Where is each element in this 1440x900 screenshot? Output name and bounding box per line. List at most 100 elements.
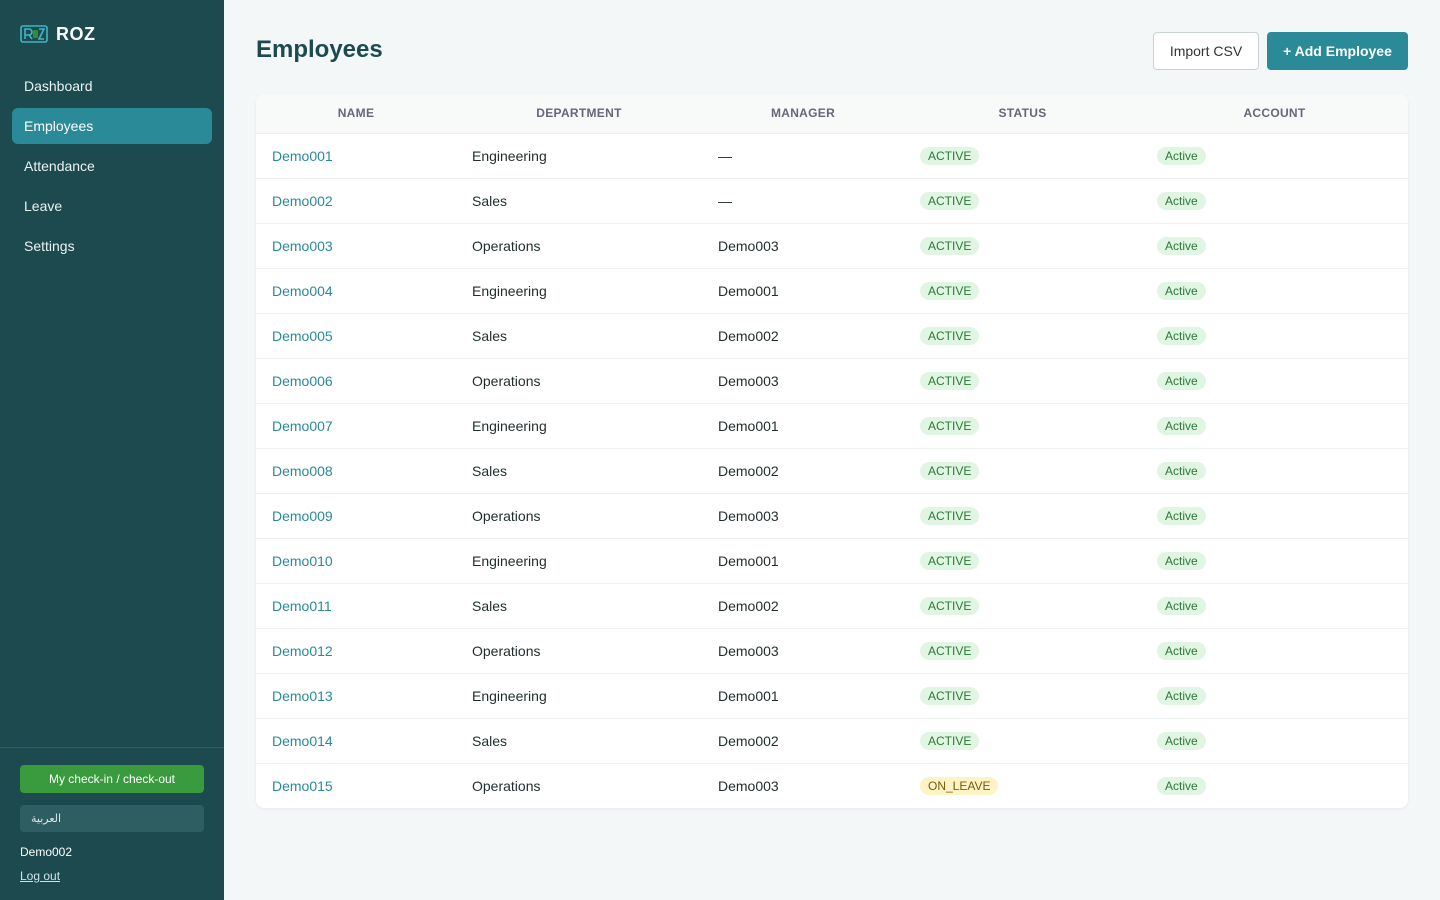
status-badge: ACTIVE: [920, 371, 980, 390]
employee-name-link[interactable]: Demo006: [272, 372, 333, 389]
employee-name-link[interactable]: Demo002: [272, 192, 333, 209]
employee-department: Sales: [472, 732, 508, 749]
cell-name: Demo003: [256, 222, 456, 268]
column-header-status[interactable]: STATUS: [904, 94, 1141, 133]
employee-name-link[interactable]: Demo007: [272, 417, 333, 434]
status-badge: ACTIVE: [920, 281, 980, 300]
cell-name: Demo013: [256, 672, 456, 718]
employee-name-link[interactable]: Demo011: [272, 597, 332, 614]
cell-status: ACTIVE: [904, 582, 1141, 628]
employee-name-link[interactable]: Demo015: [272, 777, 333, 794]
cell-status: ON_LEAVE: [904, 762, 1141, 808]
employee-name-link[interactable]: Demo005: [272, 327, 333, 344]
import-csv-button[interactable]: Import CSV: [1153, 32, 1259, 70]
account-badge: Active: [1157, 236, 1206, 255]
column-header-department[interactable]: DEPARTMENT: [456, 94, 702, 133]
brand[interactable]: ROZ: [20, 22, 96, 46]
cell-status: ACTIVE: [904, 447, 1141, 493]
sidebar-item-employees[interactable]: Employees: [12, 108, 212, 144]
table-row[interactable]: Demo007 Engineering Demo001 ACTIVE Active: [256, 402, 1408, 448]
cell-manager: Demo002: [702, 582, 904, 628]
table-row[interactable]: Demo005 Sales Demo002 ACTIVE Active: [256, 312, 1408, 358]
sidebar: ROZ Dashboard Employees Attendance Leave…: [0, 0, 224, 900]
account-badge: Active: [1157, 146, 1206, 165]
cell-account: Active: [1141, 537, 1408, 583]
employee-name-link[interactable]: Demo001: [272, 147, 333, 164]
employee-name-link[interactable]: Demo009: [272, 507, 333, 524]
table-row[interactable]: Demo001 Engineering — ACTIVE Active: [256, 132, 1408, 178]
check-in-button[interactable]: My check-in / check-out: [20, 765, 204, 793]
sidebar-item-settings[interactable]: Settings: [24, 238, 75, 254]
table-row[interactable]: Demo013 Engineering Demo001 ACTIVE Active: [256, 672, 1408, 718]
cell-name: Demo010: [256, 537, 456, 583]
employee-department: Sales: [472, 327, 508, 344]
table-row[interactable]: Demo003 Operations Demo003 ACTIVE Active: [256, 222, 1408, 268]
employee-manager: Demo001: [718, 417, 779, 434]
status-badge: ACTIVE: [920, 596, 980, 615]
employee-manager: Demo003: [718, 642, 779, 659]
employee-name-link[interactable]: Demo010: [272, 552, 333, 569]
employee-department: Sales: [472, 192, 508, 209]
cell-department: Engineering: [456, 672, 702, 718]
sidebar-item-dashboard[interactable]: Dashboard: [24, 78, 93, 94]
cell-status: ACTIVE: [904, 537, 1141, 583]
employee-name-link[interactable]: Demo008: [272, 462, 333, 479]
table-header-row: NAME DEPARTMENT MANAGER STATUS ACCOUNT: [256, 94, 1408, 133]
cell-status: ACTIVE: [904, 312, 1141, 358]
cell-name: Demo004: [256, 267, 456, 313]
cell-department: Sales: [456, 312, 702, 358]
cell-department: Operations: [456, 762, 702, 808]
account-badge: Active: [1157, 686, 1206, 705]
table-row[interactable]: Demo006 Operations Demo003 ACTIVE Active: [256, 357, 1408, 403]
cell-account: Active: [1141, 627, 1408, 673]
table-row[interactable]: Demo009 Operations Demo003 ACTIVE Active: [256, 492, 1408, 538]
cell-account: Active: [1141, 357, 1408, 403]
table-row[interactable]: Demo008 Sales Demo002 ACTIVE Active: [256, 447, 1408, 493]
status-badge: ACTIVE: [920, 686, 980, 705]
employee-department: Engineering: [472, 147, 547, 164]
table-row[interactable]: Demo010 Engineering Demo001 ACTIVE Active: [256, 537, 1408, 583]
add-employee-button[interactable]: + Add Employee: [1267, 32, 1408, 70]
table-row[interactable]: Demo015 Operations Demo003 ON_LEAVE Active: [256, 762, 1408, 808]
employee-name-link[interactable]: Demo004: [272, 282, 333, 299]
cell-account: Active: [1141, 717, 1408, 763]
account-badge: Active: [1157, 281, 1206, 300]
employee-name-link[interactable]: Demo012: [272, 642, 333, 659]
table-row[interactable]: Demo004 Engineering Demo001 ACTIVE Active: [256, 267, 1408, 313]
cell-name: Demo012: [256, 627, 456, 673]
employee-manager: Demo001: [718, 552, 779, 569]
table-row[interactable]: Demo002 Sales — ACTIVE Active: [256, 177, 1408, 223]
employee-department: Operations: [472, 237, 541, 254]
cell-manager: Demo001: [702, 267, 904, 313]
table-row[interactable]: Demo012 Operations Demo003 ACTIVE Active: [256, 627, 1408, 673]
cell-name: Demo006: [256, 357, 456, 403]
column-header-name[interactable]: NAME: [256, 94, 456, 133]
sidebar-item-attendance[interactable]: Attendance: [24, 158, 95, 174]
column-header-manager[interactable]: MANAGER: [702, 94, 904, 133]
account-badge: Active: [1157, 371, 1206, 390]
cell-status: ACTIVE: [904, 357, 1141, 403]
cell-department: Sales: [456, 582, 702, 628]
cell-name: Demo011: [256, 582, 456, 628]
table-row[interactable]: Demo011 Sales Demo002 ACTIVE Active: [256, 582, 1408, 628]
account-badge: Active: [1157, 416, 1206, 435]
sidebar-item-leave[interactable]: Leave: [24, 198, 63, 214]
language-toggle-button[interactable]: العربية: [20, 805, 204, 832]
status-badge: ACTIVE: [920, 641, 980, 660]
cell-account: Active: [1141, 447, 1408, 493]
employee-manager: Demo001: [718, 687, 779, 704]
cell-manager: Demo001: [702, 537, 904, 583]
cell-status: ACTIVE: [904, 492, 1141, 538]
column-header-account[interactable]: ACCOUNT: [1141, 94, 1408, 133]
sidebar-nav: Dashboard Employees Attendance Leave Set…: [12, 68, 212, 268]
employee-manager: Demo003: [718, 372, 779, 389]
table-row[interactable]: Demo014 Sales Demo002 ACTIVE Active: [256, 717, 1408, 763]
cell-name: Demo007: [256, 402, 456, 448]
logout-link[interactable]: Log out: [20, 869, 61, 883]
employee-name-link[interactable]: Demo013: [272, 687, 333, 704]
status-badge: ACTIVE: [920, 191, 980, 210]
employee-name-link[interactable]: Demo003: [272, 237, 333, 254]
employee-name-link[interactable]: Demo014: [272, 732, 333, 749]
employee-department: Engineering: [472, 417, 547, 434]
employee-manager: Demo003: [718, 507, 779, 524]
